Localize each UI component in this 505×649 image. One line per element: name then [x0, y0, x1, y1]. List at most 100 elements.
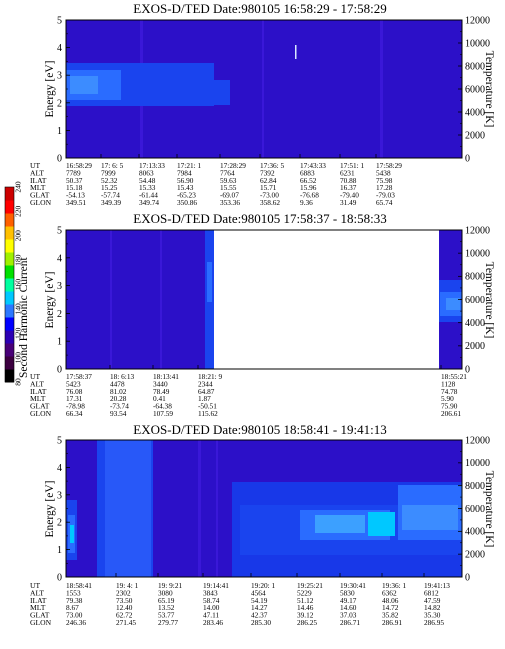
ephemeris-value: 52.32: [101, 176, 118, 185]
y-tick-label: 1: [57, 545, 62, 556]
y-tick-label: 2: [57, 518, 62, 529]
ephemeris-value: 17.28: [376, 183, 393, 192]
colorbar-block: [5, 343, 14, 357]
ephemeris-value: 5.90: [441, 394, 454, 403]
ephemeris-value: 13.52: [158, 603, 175, 612]
ephemeris-value: 286.91: [382, 618, 402, 627]
panel-2-title: EXOS-D/TED Date:980105 17:58:37 - 18:58:…: [133, 211, 386, 226]
ephemeris-value: -54.13: [66, 191, 85, 200]
panel-1-spike: [295, 45, 297, 59]
panel-3-right-bright: [368, 512, 395, 536]
ephemeris-value: 15.55: [220, 183, 237, 192]
ephemeris-row-label: MLT: [30, 603, 46, 612]
ephemeris-value: 17:13:33: [139, 161, 165, 170]
panel-3-stripe: [216, 440, 218, 577]
ephemeris-value: 51.12: [297, 596, 314, 605]
panel-3-y-tick-labels: 0 1 2 3 4 5: [57, 436, 62, 584]
ephemeris-value: 74.78: [441, 387, 458, 396]
colorbar-block: [5, 291, 14, 305]
ephemeris-value: 286.71: [340, 618, 360, 627]
y-tick-label: 0: [57, 365, 62, 376]
ephemeris-value: 349.74: [139, 198, 159, 207]
ephemeris-row-label: ALT: [30, 379, 44, 388]
ephemeris-value: 19:36: 1: [382, 581, 406, 590]
panel-1-band-tail: [110, 80, 230, 105]
ephemeris-value: 3843: [203, 588, 218, 597]
panel-2-gap: [214, 230, 439, 369]
ephemeris-row-label: GLAT: [30, 191, 50, 200]
ephemeris-value: 31.49: [340, 198, 357, 207]
y-tick-label: 5: [57, 436, 62, 447]
panel-1-title: EXOS-D/TED Date:980105 16:58:29 - 17:58:…: [133, 1, 386, 16]
panel-3-spectrogram: [66, 440, 462, 577]
panel-1-y-tick-labels: 0 1 2 3 4 5: [57, 16, 62, 165]
ephemeris-value: 7764: [220, 168, 235, 177]
ephemeris-value: 62.72: [116, 611, 133, 620]
ephemeris-value: 350.86: [177, 198, 197, 207]
ephemeris-value: 17:43:33: [300, 161, 326, 170]
ephemeris-value: 18: 6:13: [110, 372, 134, 381]
ephemeris-value: 93.54: [110, 409, 127, 418]
colorbar-block: [5, 369, 14, 383]
panel-1: EXOS-D/TED Date:980105 16:58:29 - 17:58:…: [30, 1, 495, 207]
y2-tick-label: 0: [465, 153, 470, 164]
ephemeris-value: 6231: [340, 168, 355, 177]
colorbar-block: [5, 187, 14, 201]
ephemeris-value: 20.28: [110, 394, 127, 403]
ephemeris-value: 17:21: 1: [177, 161, 201, 170]
panel-3: EXOS-D/TED Date:980105 18:58:41 - 19:41:…: [30, 422, 495, 627]
ephemeris-value: 35.82: [382, 611, 399, 620]
colorbar-block: [5, 239, 14, 253]
panel-1-stripe: [262, 20, 264, 158]
colorbar-block: [5, 317, 14, 331]
ephemeris-value: 66.52: [300, 176, 317, 185]
y2-tick-label: 2000: [465, 130, 485, 141]
ephemeris-value: 7392: [260, 168, 275, 177]
panel-1-stripe: [380, 20, 383, 158]
ephemeris-value: 78.49: [153, 387, 170, 396]
ephemeris-row-label: GLON: [30, 198, 52, 207]
ephemeris-row-label: ALT: [30, 168, 44, 177]
panel-3-left-inner: [70, 525, 74, 543]
ephemeris-value: 285.30: [251, 618, 271, 627]
ephemeris-value: 19:14:41: [203, 581, 229, 590]
ephemeris-value: 353.36: [220, 198, 240, 207]
ephemeris-value: 246.36: [66, 618, 86, 627]
ephemeris-value: 76.08: [66, 387, 83, 396]
ephemeris-value: 1553: [66, 588, 81, 597]
y-tick-label: 4: [57, 253, 62, 264]
y2-tick-label: 4000: [465, 527, 485, 538]
ephemeris-value: 3440: [153, 379, 168, 388]
ephemeris-value: 4564: [251, 588, 266, 597]
ephemeris-value: 17:51: 1: [340, 161, 364, 170]
colorbar-frame: [4, 186, 15, 383]
ephemeris-value: 107.59: [153, 409, 173, 418]
ephemeris-value: 0.41: [153, 394, 166, 403]
colorbar-tick-label: 240: [14, 181, 23, 193]
ephemeris-value: 35.30: [424, 611, 441, 620]
panel-2-late-inner: [446, 298, 460, 310]
colorbar-tick-label: 200: [14, 230, 23, 242]
ephemeris-value: 8.67: [66, 603, 79, 612]
y2-tick-label: 0: [465, 572, 470, 583]
colorbar-block: [5, 252, 14, 266]
ephemeris-value: 12.40: [116, 603, 133, 612]
ephemeris-value: 7999: [101, 168, 116, 177]
y2-tick-label: 10000: [465, 248, 490, 259]
ephemeris-value: 17:28:29: [220, 161, 246, 170]
panel-3-right-inner: [315, 515, 365, 533]
y2-tick-label: 8000: [465, 481, 485, 492]
ephemeris-value: 18:13:41: [153, 372, 179, 381]
ephemeris-value: 4478: [110, 379, 125, 388]
y2-tick-label: 8000: [465, 61, 485, 72]
y-tick-label: 0: [57, 573, 62, 584]
y2-tick-label: 6000: [465, 295, 485, 306]
colorbar-block: [5, 330, 14, 344]
ephemeris-value: 2302: [116, 588, 131, 597]
ephemeris-value: -76.68: [300, 191, 319, 200]
panel-3-late-inner: [402, 505, 458, 530]
ephemeris-value: 17.31: [66, 394, 83, 403]
ephemeris-value: 49.17: [340, 596, 357, 605]
ephemeris-value: 47.59: [424, 596, 441, 605]
ephemeris-value: 58.74: [203, 596, 220, 605]
